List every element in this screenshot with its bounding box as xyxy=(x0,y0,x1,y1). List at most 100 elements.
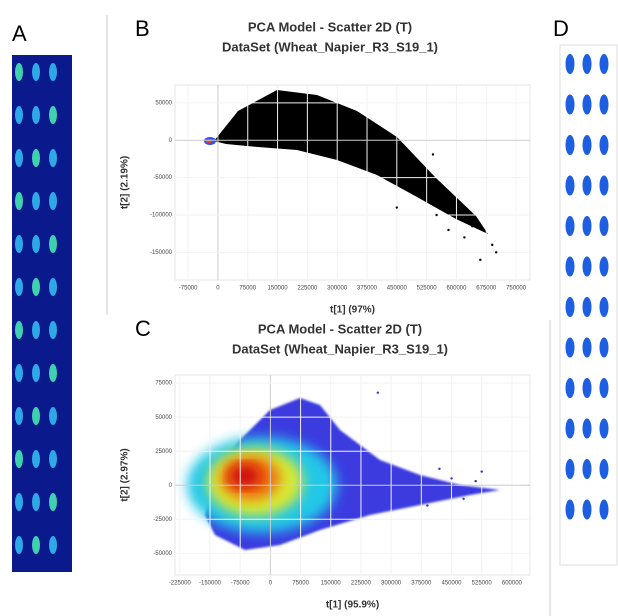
y-tick-label: 0 xyxy=(169,483,173,489)
point xyxy=(376,391,380,394)
grain xyxy=(565,499,575,520)
grain xyxy=(565,378,575,398)
density-cloud xyxy=(187,398,500,550)
point xyxy=(438,467,441,471)
grain xyxy=(32,493,40,511)
panel-label: A xyxy=(12,21,27,46)
grain xyxy=(565,297,575,317)
grain xyxy=(32,192,40,210)
chart-title: PCA Model - Scatter 2D (T) xyxy=(248,19,412,34)
chart-subtitle: DataSet (Wheat_Napier_R3_S19_1) xyxy=(222,39,438,54)
x-tick-label: 450000 xyxy=(441,581,462,587)
grain xyxy=(49,536,57,554)
grain xyxy=(565,459,575,479)
grain xyxy=(599,135,609,155)
grain xyxy=(49,192,57,210)
grain xyxy=(32,407,40,425)
x-tick-label: -75000 xyxy=(231,581,250,587)
grain xyxy=(32,106,40,124)
point xyxy=(395,206,399,209)
grain xyxy=(49,235,57,253)
grain xyxy=(15,106,23,124)
plot-area xyxy=(174,374,531,576)
y-tick-label: -50000 xyxy=(153,551,172,557)
x-tick-label: 525000 xyxy=(417,286,438,292)
grain xyxy=(599,297,609,317)
grain xyxy=(49,278,57,296)
grain xyxy=(32,63,40,81)
panel-label: D xyxy=(553,16,569,41)
point xyxy=(431,153,435,156)
grain xyxy=(582,337,592,358)
plot-area xyxy=(174,84,531,281)
grain xyxy=(565,54,575,74)
grain xyxy=(49,407,57,425)
grain xyxy=(49,364,57,382)
grain xyxy=(599,94,609,115)
grain xyxy=(15,63,23,81)
point xyxy=(462,497,465,501)
x-tick-label: 375000 xyxy=(411,581,432,587)
grain xyxy=(15,407,23,425)
grain xyxy=(599,175,609,196)
point-cloud xyxy=(214,90,488,234)
grain xyxy=(599,256,609,277)
y-tick-label: -25000 xyxy=(153,517,172,523)
point xyxy=(463,236,466,239)
x-tick-label: 675000 xyxy=(476,286,497,292)
x-axis-label: t[1] (95.9%) xyxy=(326,600,379,611)
x-tick-label: 225000 xyxy=(297,286,318,292)
point xyxy=(491,243,494,247)
x-tick-label: 0 xyxy=(216,286,220,292)
point xyxy=(447,228,450,232)
grain xyxy=(599,216,609,236)
grain xyxy=(565,216,575,236)
grain xyxy=(582,256,592,277)
grain xyxy=(32,235,40,253)
grain xyxy=(582,499,592,520)
point xyxy=(435,213,438,217)
point xyxy=(474,479,477,483)
grain xyxy=(582,378,592,398)
x-tick-label: 450000 xyxy=(387,286,408,292)
grain xyxy=(15,235,23,253)
grain xyxy=(599,418,609,439)
grain xyxy=(32,149,40,167)
y-tick-label: 50000 xyxy=(155,101,172,107)
y-tick-label: 75000 xyxy=(155,381,172,387)
image-strip xyxy=(12,55,72,572)
y-tick-label: 25000 xyxy=(155,449,172,455)
grain xyxy=(582,216,592,236)
grain xyxy=(49,493,57,511)
chart-subtitle: DataSet (Wheat_Napier_R3_S19_1) xyxy=(232,341,448,356)
grain xyxy=(582,459,592,479)
grain xyxy=(565,337,575,358)
point-cloud xyxy=(206,139,212,143)
chart-title: PCA Model - Scatter 2D (T) xyxy=(258,321,422,336)
grain xyxy=(15,149,23,167)
point xyxy=(479,258,482,262)
x-tick-label: 300000 xyxy=(381,581,402,587)
x-tick-label: 75000 xyxy=(239,286,256,292)
y-tick-label: -50000 xyxy=(153,175,172,181)
grain xyxy=(15,321,23,339)
grain xyxy=(582,418,592,439)
x-tick-label: 600000 xyxy=(502,581,523,587)
grain xyxy=(565,256,575,277)
grain xyxy=(15,364,23,382)
point xyxy=(471,225,474,228)
grain xyxy=(15,278,23,296)
grain xyxy=(582,54,592,74)
x-tick-label: -75000 xyxy=(179,286,198,292)
point xyxy=(450,477,453,480)
grain xyxy=(32,536,40,554)
x-tick-label: 375000 xyxy=(357,286,378,292)
grain xyxy=(582,94,592,115)
grain xyxy=(599,378,609,398)
grain xyxy=(49,149,57,167)
x-tick-label: 150000 xyxy=(321,581,342,587)
grain xyxy=(15,192,23,210)
grain xyxy=(565,175,575,196)
grain xyxy=(32,278,40,296)
grain xyxy=(565,135,575,155)
